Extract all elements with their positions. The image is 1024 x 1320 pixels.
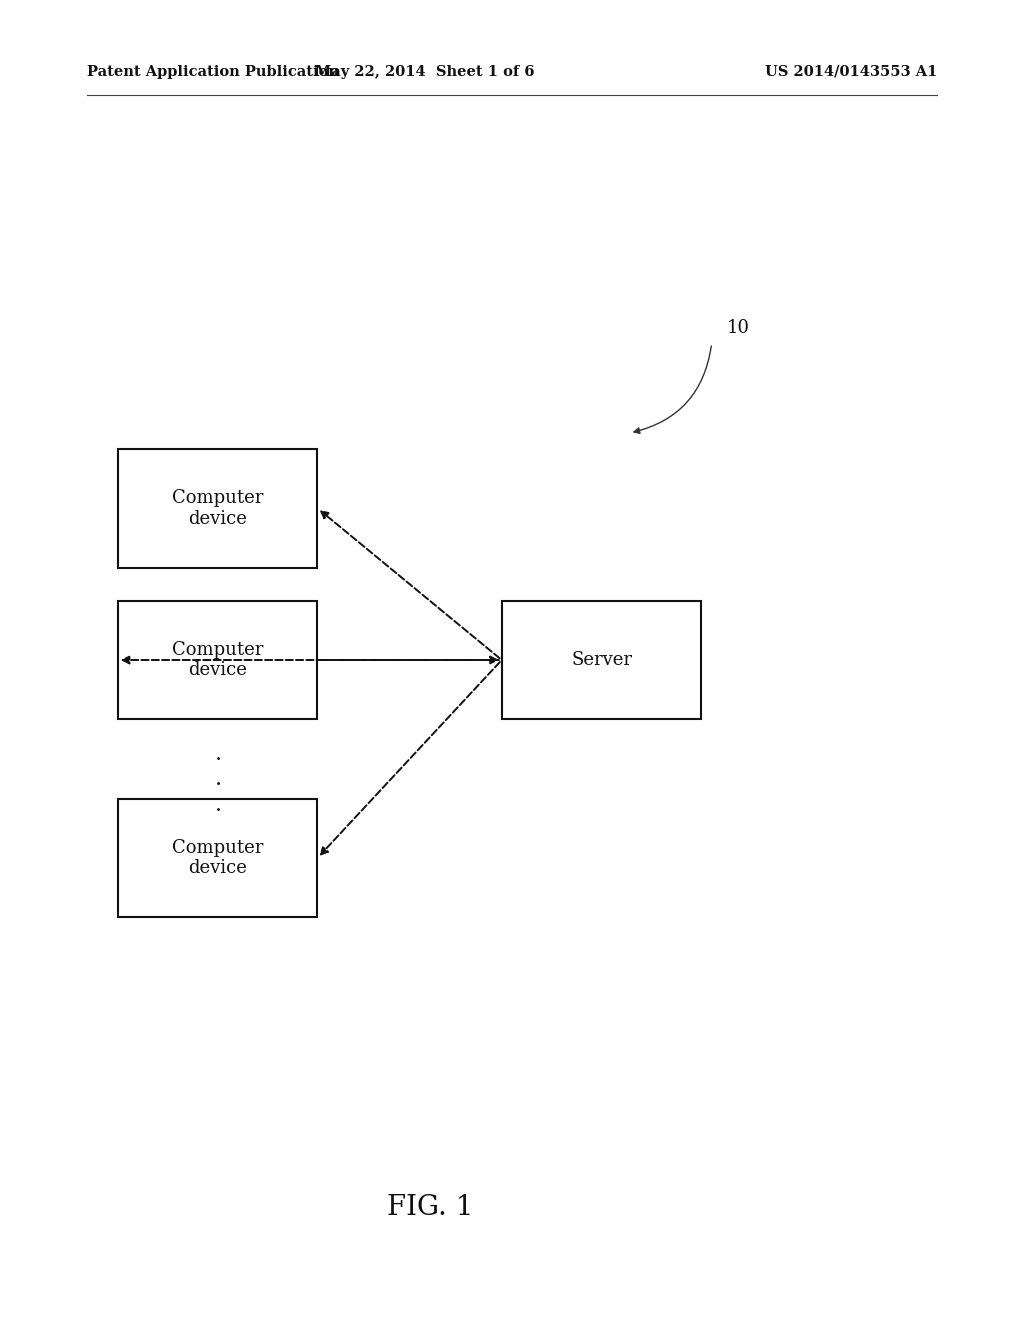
Text: Computer
device: Computer device xyxy=(172,838,263,878)
Bar xyxy=(118,601,317,719)
Bar xyxy=(118,449,317,568)
Bar xyxy=(502,601,701,719)
Bar xyxy=(118,799,317,917)
Text: May 22, 2014  Sheet 1 of 6: May 22, 2014 Sheet 1 of 6 xyxy=(315,65,535,79)
Text: Computer
device: Computer device xyxy=(172,640,263,680)
Text: 10: 10 xyxy=(727,318,750,337)
Text: Server: Server xyxy=(571,651,632,669)
Text: ·
·
·: · · · xyxy=(215,748,221,822)
Text: Computer
device: Computer device xyxy=(172,488,263,528)
Text: US 2014/0143553 A1: US 2014/0143553 A1 xyxy=(765,65,937,79)
Text: Patent Application Publication: Patent Application Publication xyxy=(87,65,339,79)
Text: FIG. 1: FIG. 1 xyxy=(387,1195,473,1221)
